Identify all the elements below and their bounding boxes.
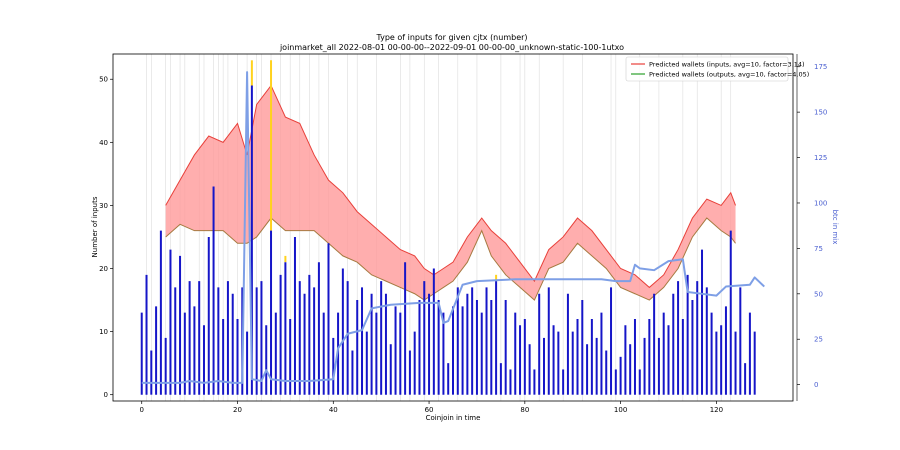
btc-line xyxy=(141,71,765,384)
wallet-band xyxy=(165,84,737,301)
y-tick-label: 40 xyxy=(99,139,108,147)
btc-in-mix-line xyxy=(141,71,765,384)
y-tick-label: 50 xyxy=(99,76,108,84)
y-axis-label: Number of inputs xyxy=(91,196,99,257)
legend-box xyxy=(625,56,789,82)
y-tick-label: 20 xyxy=(99,265,108,273)
y2-axis: 0 25 50 75 100 125 150 175 xyxy=(797,63,827,389)
x-axis: 0 20 40 60 80 100 120 xyxy=(139,401,723,414)
x-axis-label: Coinjoin in time xyxy=(426,414,481,422)
x-tick-label: 20 xyxy=(233,406,242,414)
x-tick-label: 0 xyxy=(139,406,143,414)
y2-axis-label: btc in mix xyxy=(831,210,839,245)
bars xyxy=(140,60,756,395)
wallet-band-area xyxy=(165,85,736,301)
y2-tick-label: 25 xyxy=(814,336,823,344)
y-tick-label: 10 xyxy=(99,328,108,336)
y2-tick-label: 125 xyxy=(814,154,827,162)
legend: Predicted wallets (inputs, avg=10, facto… xyxy=(625,56,809,82)
x-tick-label: 60 xyxy=(425,406,434,414)
y2-tick-label: 0 xyxy=(814,381,818,389)
chart-subtitle: joinmarket_all 2022-08-01 00-00-00--2022… xyxy=(279,43,624,52)
x-tick-label: 100 xyxy=(614,406,627,414)
wallet-outputs-line xyxy=(165,217,736,301)
y2-tick-label: 75 xyxy=(814,245,823,253)
chart-title: Type of inputs for given cjtx (number) xyxy=(375,33,527,42)
plot-frame xyxy=(112,53,794,402)
legend-label-outputs: Predicted wallets (outputs, avg=10, fact… xyxy=(649,71,809,79)
y2-tick-label: 50 xyxy=(814,290,823,298)
y2-tick-label: 175 xyxy=(814,63,827,71)
y-tick-label: 30 xyxy=(99,202,108,210)
legend-label-inputs: Predicted wallets (inputs, avg=10, facto… xyxy=(649,61,805,69)
x-tick-label: 120 xyxy=(710,406,723,414)
wallet-inputs-line xyxy=(165,84,737,289)
x-tick-label: 80 xyxy=(520,406,529,414)
y-tick-label: 0 xyxy=(104,391,108,399)
y2-tick-label: 100 xyxy=(814,199,827,207)
y2-tick-label: 150 xyxy=(814,109,827,117)
y-axis: 0 10 20 30 40 50 xyxy=(99,76,113,399)
x-tick-label: 40 xyxy=(329,406,338,414)
